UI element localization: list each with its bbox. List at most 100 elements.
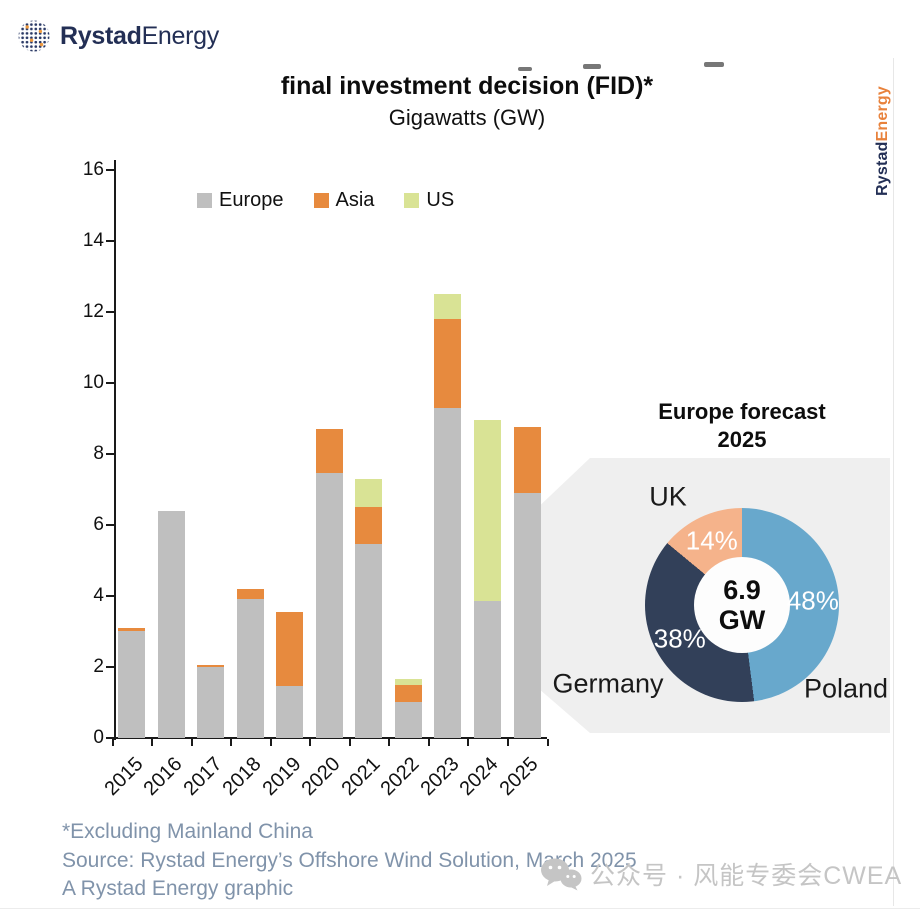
rystad-globe-icon [18, 20, 50, 52]
chart-title: final investment decision (FID)* [280, 72, 654, 100]
x-axis-tick [230, 739, 233, 746]
x-axis-line [114, 737, 547, 739]
bar-segment-us-2021 [355, 478, 383, 508]
bar-segment-europe-2024 [473, 601, 501, 738]
y-axis-tick-label: 10 [82, 371, 104, 393]
footer-notes: *Excluding Mainland China Source: Rystad… [62, 818, 637, 904]
watermark-text: 公众号 · 风能专委会CWEA [590, 862, 903, 890]
donut-country-label-germany: Germany [552, 668, 664, 699]
x-axis-tick [546, 739, 549, 746]
bar-segment-asia-2015 [118, 627, 145, 632]
bar-segment-asia-2017 [197, 665, 225, 667]
donut-center: 6.9 GW [694, 557, 790, 653]
rystad-logo: RystadEnergy [16, 18, 219, 54]
x-axis-tick [507, 739, 509, 746]
y-axis-tick [106, 594, 114, 597]
donut-title-line2: 2025 [717, 427, 767, 452]
x-axis-tick [348, 739, 351, 746]
footnote: *Excluding Mainland China [62, 820, 313, 843]
y-axis-tick-label: 14 [82, 229, 104, 251]
y-axis-tick [106, 665, 114, 668]
bar-segment-europe-2018 [236, 599, 264, 738]
bar-segment-europe-2025 [513, 492, 541, 738]
x-axis-tick [151, 739, 154, 746]
legend-item-us: US [404, 189, 454, 212]
bar-segment-europe-2020 [315, 473, 343, 738]
asia-swatch-icon [313, 193, 329, 208]
bar-segment-asia-2021 [355, 507, 383, 545]
donut-pct-label-uk: 14% [685, 525, 738, 556]
donut-title: Europe forecast 2025 [592, 398, 892, 454]
bar-segment-europe-2021 [355, 544, 383, 738]
x-axis-tick [388, 739, 391, 746]
x-axis-tick [309, 739, 312, 746]
wechat-icon [541, 858, 582, 891]
card-bottom-border [0, 908, 920, 909]
chart-subtitle: Gigawatts (GW) [388, 105, 546, 130]
bar-segment-europe-2019 [276, 686, 304, 738]
donut-pct-label-germany: 38% [653, 623, 706, 654]
cropped-title-artifact [583, 64, 601, 69]
europe-swatch-icon [197, 193, 212, 208]
y-axis-tick [106, 239, 114, 242]
x-axis-tick [427, 739, 430, 746]
x-axis-tick [190, 739, 193, 746]
donut-country-label-uk: UK [649, 481, 687, 512]
vertical-brand-bold: Rystad [874, 141, 891, 197]
legend-label-us: US [426, 189, 455, 211]
x-axis-tick [269, 739, 272, 746]
bar-segment-us-2024 [473, 420, 501, 602]
bar-segment-europe-2015 [118, 631, 145, 738]
bar-segment-europe-2016 [157, 510, 185, 738]
y-axis-tick [106, 310, 114, 313]
donut-center-value: 6.9 [723, 575, 761, 605]
x-axis-tick [111, 739, 114, 746]
bar-segment-us-2022 [394, 679, 422, 685]
cropped-title-artifact [518, 67, 532, 71]
bar-segment-europe-2023 [434, 407, 462, 738]
legend-item-asia: Asia [313, 189, 375, 212]
watermark: 公众号 · 风能专委会CWEA [540, 856, 902, 892]
y-axis-tick [106, 452, 114, 455]
donut-pct-label-poland: 48% [786, 585, 839, 616]
credit-line: A Rystad Energy graphic [62, 877, 294, 900]
source-line: Source: Rystad Energy’s Offshore Wind So… [62, 848, 637, 872]
y-axis-tick-label: 6 [93, 513, 104, 535]
bar-segment-europe-2022 [394, 702, 422, 738]
legend-label-asia: Asia [335, 189, 375, 211]
y-axis-tick-label: 0 [93, 727, 104, 748]
bar-segment-asia-2020 [315, 428, 343, 474]
donut-country-label-poland: Poland [803, 673, 889, 704]
y-axis-tick [106, 168, 114, 171]
y-axis-tick [106, 737, 114, 739]
bar-segment-europe-2017 [197, 666, 225, 738]
donut-center-unit: GW [718, 605, 766, 635]
bar-segment-asia-2022 [394, 684, 422, 703]
card-right-border [893, 58, 894, 906]
legend-label-europe: Europe [219, 189, 284, 211]
bar-segment-asia-2025 [513, 427, 541, 493]
legend-item-europe: Europe [197, 189, 284, 212]
bar-segment-asia-2023 [434, 318, 462, 408]
y-axis-tick-label: 4 [93, 584, 104, 606]
bar-segment-us-2023 [434, 293, 462, 319]
vertical-brand-light: Energy [874, 85, 891, 142]
logo-text-light: Energy [141, 21, 220, 50]
logo-text-bold: Rystad [60, 21, 142, 50]
y-axis-tick-label: 2 [93, 655, 104, 677]
y-axis-tick-label: 16 [82, 158, 104, 180]
donut-title-line1: Europe forecast [658, 399, 826, 424]
y-axis-tick-label: 12 [82, 300, 104, 322]
bar-segment-asia-2019 [276, 611, 304, 687]
y-axis-tick-label: 8 [93, 442, 104, 464]
chart-legend: Europe Asia US [197, 189, 454, 212]
y-axis-tick [106, 523, 114, 526]
bar-segment-asia-2018 [236, 588, 264, 600]
x-axis-tick [467, 739, 470, 746]
y-axis-line [114, 160, 116, 740]
y-axis-tick [106, 381, 114, 384]
us-swatch-icon [404, 193, 420, 208]
cropped-title-artifact [704, 62, 724, 67]
rystad-logo-text: RystadEnergy [60, 22, 219, 51]
